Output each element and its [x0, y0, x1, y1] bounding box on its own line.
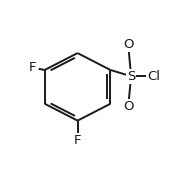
Text: Cl: Cl — [147, 70, 160, 83]
Text: O: O — [123, 38, 133, 51]
Text: F: F — [74, 134, 81, 147]
Text: F: F — [29, 61, 37, 74]
Text: O: O — [123, 100, 133, 113]
Text: S: S — [127, 70, 135, 83]
